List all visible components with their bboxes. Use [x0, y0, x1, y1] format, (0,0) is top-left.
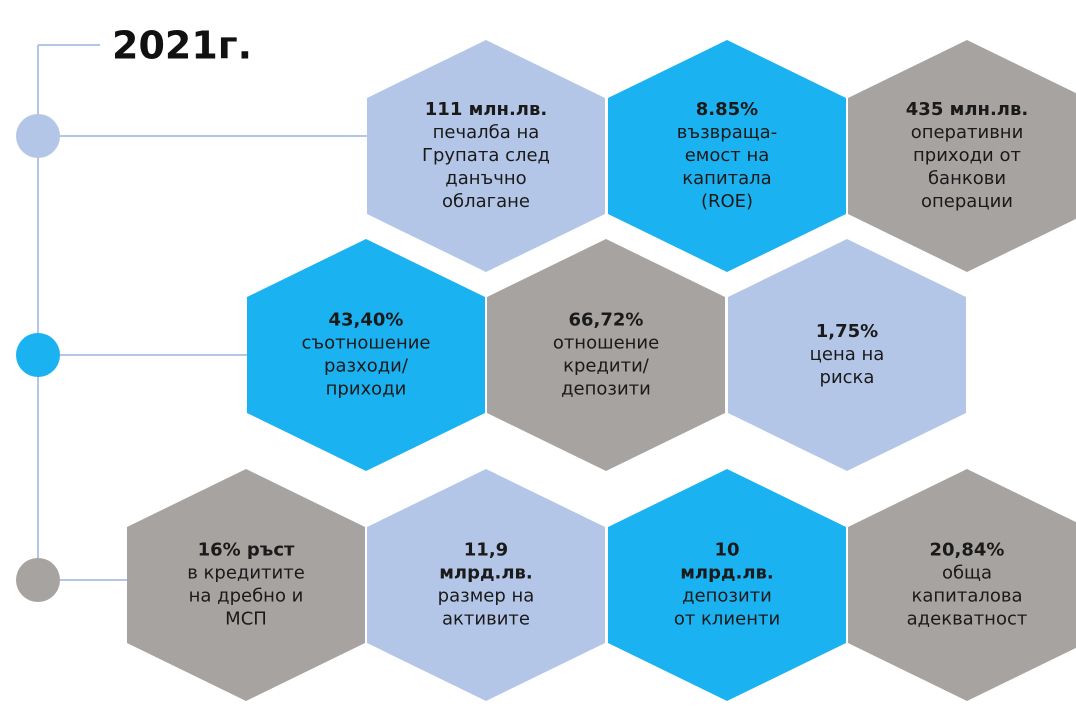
hexagon-label: възвраща- — [677, 122, 777, 143]
hexagon-label: риска — [820, 367, 875, 388]
hexagon-shape — [608, 40, 846, 272]
hexagon-label: печалба на — [433, 122, 540, 143]
hexagon-label: на дребно и — [189, 586, 304, 607]
hexagon-label: (ROE) — [701, 191, 753, 212]
hexagon-value: 8.85% — [696, 99, 758, 120]
hexagon-label: цена на — [810, 344, 885, 365]
hexagon-label: разходи/ — [324, 356, 409, 377]
hexagon-label: операции — [921, 191, 1013, 212]
hexagon-label: съотношение — [302, 333, 431, 354]
title: 2021г. — [112, 24, 252, 68]
hexagon-value: 20,84% — [930, 540, 1005, 561]
timeline-dot — [16, 558, 60, 602]
hexagon-shape — [848, 40, 1076, 272]
hexagon-label: отношение — [553, 333, 659, 354]
timeline-dot — [16, 114, 60, 158]
hexagon-shape — [848, 469, 1076, 701]
hexagon-label: данъчно — [445, 168, 526, 189]
hexagon-value: млрд.лв. — [680, 563, 774, 584]
hexagon-label: кредити/ — [563, 356, 650, 377]
hexagon-shape — [728, 239, 966, 471]
hexagon-label: депозити — [682, 586, 772, 607]
hexagon-shape — [127, 469, 365, 701]
hexagon-label: капиталова — [911, 586, 1022, 607]
hexagon-label: оперативни — [911, 122, 1024, 143]
hexagon-value: млрд.лв. — [439, 563, 533, 584]
hexagon-shape — [247, 239, 485, 471]
hexagon-label: облагане — [442, 191, 530, 212]
hexagon-shape — [487, 239, 725, 471]
timeline-dot — [16, 333, 60, 377]
hexagon-label: в кредитите — [187, 563, 305, 584]
hexagon-value: 11,9 — [464, 540, 508, 561]
hexagon-value: 10 — [714, 540, 739, 561]
hexagon-shape — [608, 469, 846, 701]
hexagon-label: адекватност — [907, 609, 1028, 630]
hexagon-label: активите — [442, 609, 530, 630]
hexagon-label: капитала — [682, 168, 771, 189]
hexagon-value: 16% ръст — [198, 540, 295, 561]
hexagon-label: Групата след — [422, 145, 550, 166]
hexagon-label: МСП — [225, 609, 267, 630]
hexagon-value: 43,40% — [329, 310, 404, 331]
hexagon-value: 111 млн.лв. — [425, 99, 547, 120]
hexagon-value: 435 млн.лв. — [906, 99, 1028, 120]
hexagon-value: 1,75% — [816, 321, 878, 342]
hexagon-shape — [367, 40, 605, 272]
hexagon-shape — [367, 469, 605, 701]
hexagon-label: размер на — [438, 586, 535, 607]
hexagon-label: приходи от — [913, 145, 1021, 166]
hexagon-label: емост на — [685, 145, 770, 166]
hexagon-label: банкови — [928, 168, 1006, 189]
hexagon-label: обща — [942, 563, 992, 584]
hexagon-value: 66,72% — [569, 310, 644, 331]
hexagon-label: от клиенти — [674, 609, 780, 630]
hexagon-label: приходи — [326, 379, 407, 400]
hexagon-label: депозити — [561, 379, 651, 400]
